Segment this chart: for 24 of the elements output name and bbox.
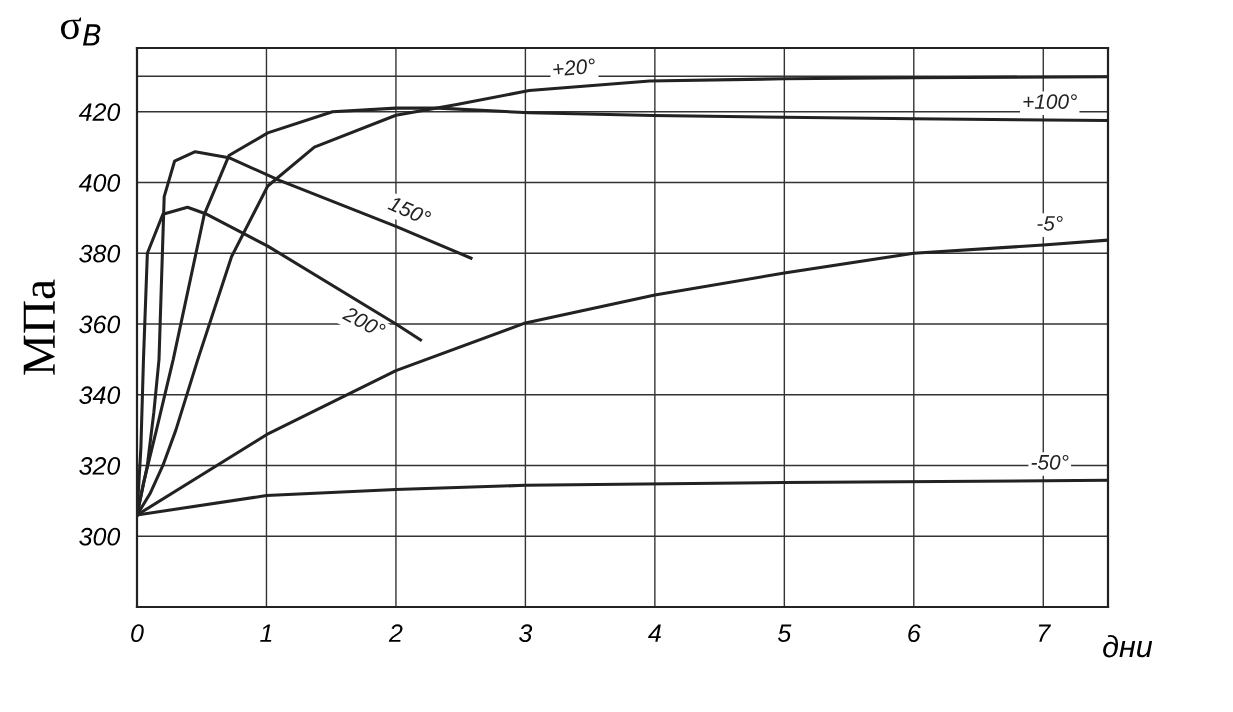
x-tick-label: 6 xyxy=(908,624,921,643)
series-label: +20° xyxy=(552,58,596,77)
x-tick-label: 1 xyxy=(260,624,272,642)
y-tick-label: 320 xyxy=(79,457,121,475)
text: 200° xyxy=(341,305,387,339)
series-label: +100° xyxy=(1023,94,1077,109)
y-tick-label: 340 xyxy=(79,386,121,405)
y-tick-label: 380 xyxy=(79,244,121,263)
x-tick-label: 0 xyxy=(131,624,144,643)
x-tick-label: 2 xyxy=(388,624,403,642)
x-tick-label: 5 xyxy=(777,624,792,643)
x-tick-label: 7 xyxy=(1038,624,1051,642)
x-tick-label: 3 xyxy=(519,624,533,643)
series-label: -50° xyxy=(1031,454,1069,470)
y-axis-title: МПа xyxy=(23,279,56,375)
chart-title: σ$_{В}$ xyxy=(60,17,101,46)
series-label: -5° xyxy=(1037,215,1063,231)
text: 150° xyxy=(387,195,432,227)
y-tick-label: 400 xyxy=(78,174,121,192)
y-tick-label: 420 xyxy=(78,103,121,121)
x-tick-label: 4 xyxy=(648,624,661,642)
y-tick-label: 300 xyxy=(79,527,121,546)
x-axis-title: дни xyxy=(1103,634,1153,658)
y-tick-label: 360 xyxy=(79,315,121,334)
